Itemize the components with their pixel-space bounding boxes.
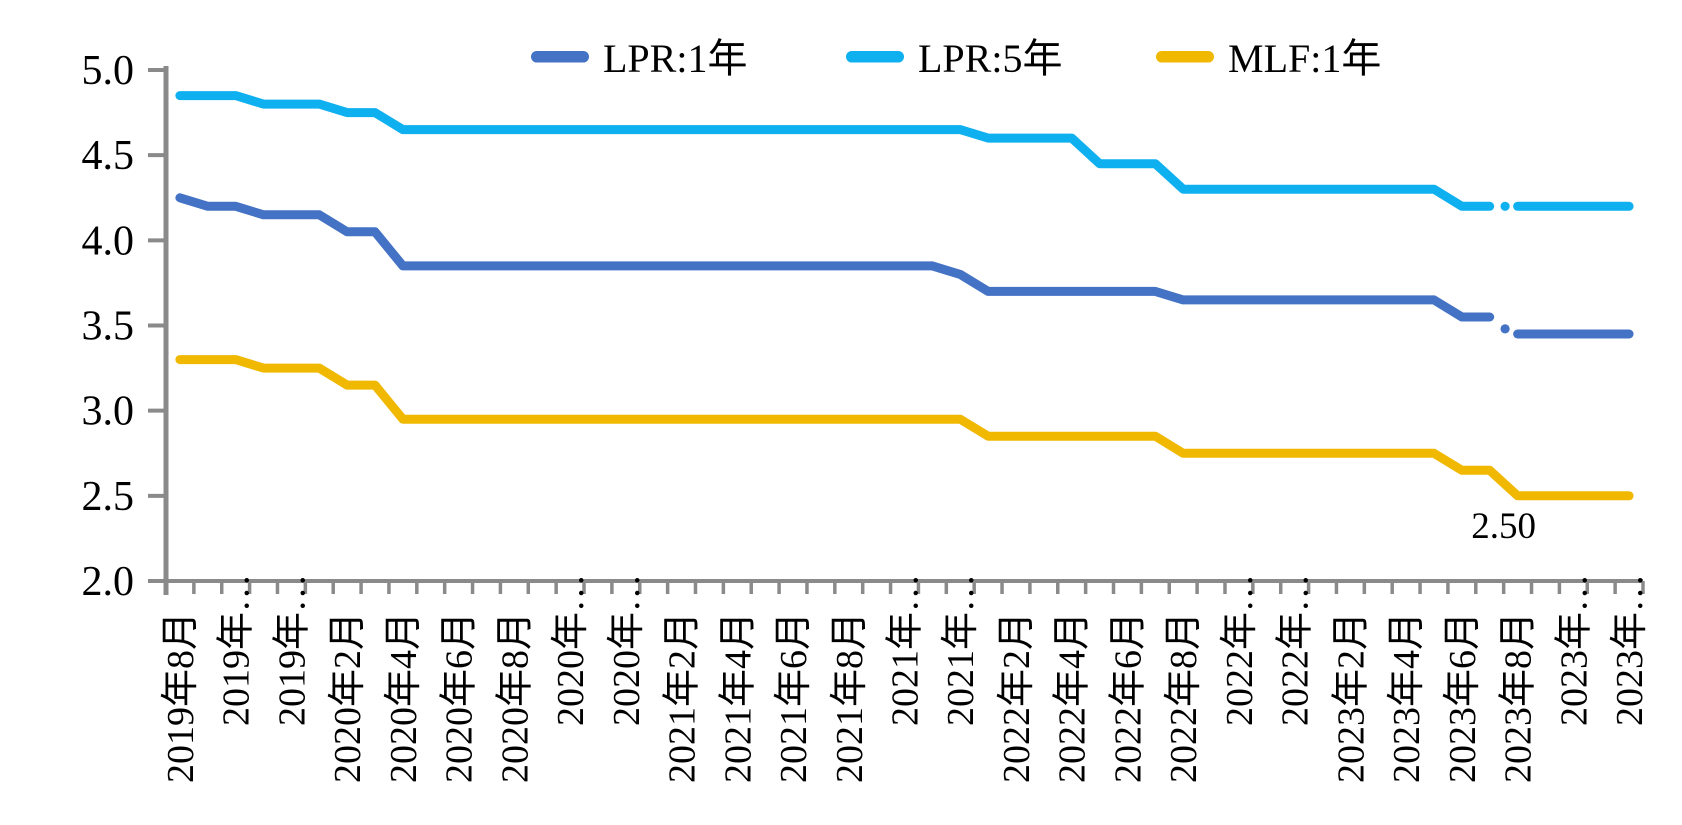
- x-tick-label: 2019年8月: [160, 612, 202, 783]
- x-tick-label: 2023年…: [1553, 574, 1595, 726]
- legend-label-lpr-1-: LPR:1年: [603, 36, 747, 81]
- x-tick-label: 2020年…: [606, 574, 648, 726]
- x-tick-label: 2023年…: [1609, 574, 1651, 726]
- x-tick-label: 2020年8月: [494, 612, 536, 783]
- y-tick-label: 2.0: [82, 559, 135, 605]
- x-tick-label: 2020年4月: [383, 612, 425, 783]
- x-tick-label: 2023年6月: [1442, 612, 1484, 783]
- x-tick-label: 2021年…: [940, 574, 982, 726]
- x-tick-label: 2020年6月: [439, 612, 481, 783]
- y-tick-label: 3.0: [82, 389, 135, 435]
- x-tick-label: 2020年2月: [327, 612, 369, 783]
- series-lines: [175, 91, 1634, 501]
- x-tick-label: 2022年4月: [1052, 612, 1094, 783]
- legend-label-lpr-5-: LPR:5年: [918, 36, 1062, 81]
- legend: LPR:1年 LPR:5年 MLF:1年: [531, 36, 1381, 81]
- x-tick-label: 2019年…: [216, 574, 258, 726]
- x-tick-label: 2021年2月: [662, 612, 704, 783]
- axes: 5.0 4.5 4.0 3.5 3.0 2.5 2.0 2019年8月 2019年… 2019年……: [82, 48, 1652, 783]
- y-tick-label: 4.0: [82, 218, 135, 264]
- x-tick-label: 2022年…: [1275, 574, 1317, 726]
- x-tick-label: 2023年8月: [1498, 612, 1540, 783]
- legend-swatch-lpr-5-: [846, 51, 904, 63]
- x-tick-label: 2021年8月: [829, 612, 871, 783]
- annotation-mlf-final-value: 2.50: [1471, 506, 1536, 547]
- legend-label-mlf-1-: MLF:1年: [1228, 36, 1381, 81]
- x-tick-label: 2021年6月: [773, 612, 815, 783]
- x-tick-label: 2023年4月: [1386, 612, 1428, 783]
- series-line-mlf-1-: [175, 355, 1634, 501]
- x-tick-label: 2023年2月: [1330, 612, 1372, 783]
- y-tick-label: 4.5: [82, 133, 135, 179]
- x-tick-label: 2019年…: [271, 574, 313, 726]
- legend-swatch-mlf-1-: [1156, 51, 1214, 63]
- series-line-lpr-1-: [175, 193, 1495, 322]
- gap-dot-lpr-1-: [1500, 324, 1510, 334]
- series-line-lpr-5-: [175, 91, 1495, 211]
- gap-dot-lpr-5-: [1500, 201, 1510, 211]
- x-tick-label: 2022年8月: [1163, 612, 1205, 783]
- x-tick-label: 2022年2月: [996, 612, 1038, 783]
- x-tick-label: 2021年4月: [717, 612, 759, 783]
- x-tick-label: 2022年6月: [1107, 612, 1149, 783]
- y-tick-label: 5.0: [82, 48, 135, 94]
- y-tick-label: 3.5: [82, 304, 135, 350]
- y-tick-label: 2.5: [82, 474, 135, 520]
- x-tick-label: 2021年…: [885, 574, 927, 726]
- x-tick-label: 2022年…: [1219, 574, 1261, 726]
- x-tick-label: 2020年…: [550, 574, 592, 726]
- legend-swatch-lpr-1-: [531, 51, 589, 63]
